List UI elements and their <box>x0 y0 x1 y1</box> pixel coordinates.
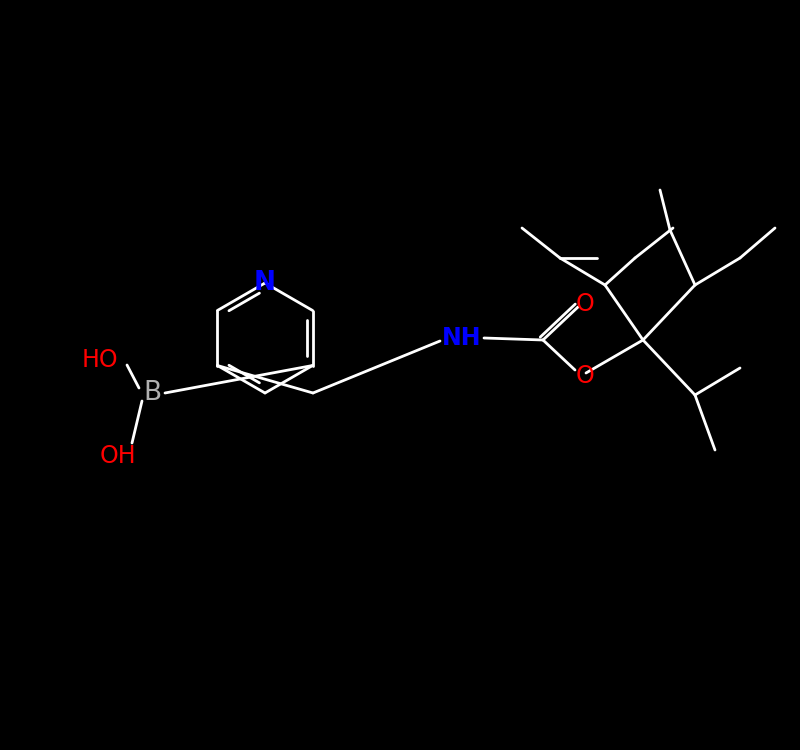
Text: N: N <box>254 270 276 296</box>
Text: OH: OH <box>100 444 136 468</box>
Text: HO: HO <box>82 348 118 372</box>
Text: B: B <box>143 380 161 406</box>
Text: NH: NH <box>442 326 482 350</box>
Text: O: O <box>576 292 594 316</box>
Text: O: O <box>576 364 594 388</box>
